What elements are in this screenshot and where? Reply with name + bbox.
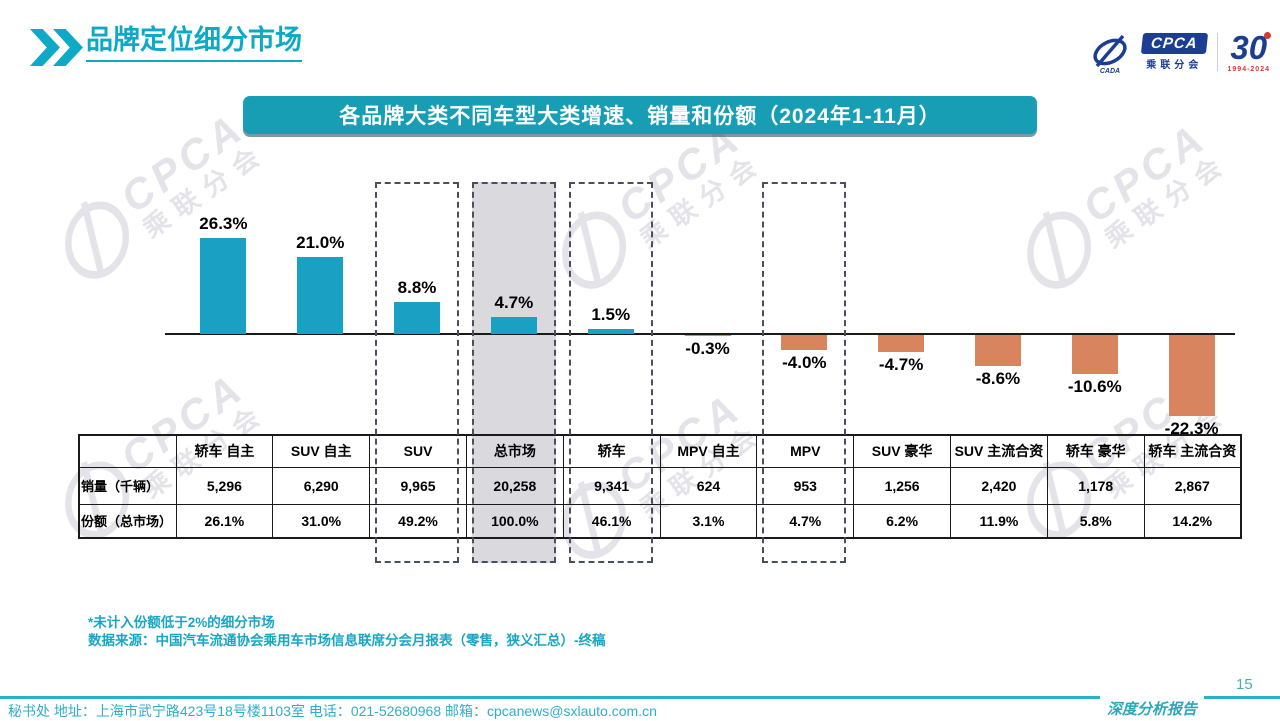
footnote-source: 数据来源：中国汽车流通协会乘用车市场信息联席分会月报表（零售，狭义汇总）-终稿 bbox=[88, 633, 606, 648]
table-cell: 14.2% bbox=[1143, 503, 1242, 539]
table-col-header: SUV 主流合资 bbox=[950, 434, 1048, 468]
bar-10 bbox=[1071, 335, 1118, 374]
bar-7 bbox=[781, 335, 828, 350]
bar-5 bbox=[587, 329, 634, 334]
table-row-header: 份额（总市场） bbox=[78, 503, 177, 539]
cpca-logo-subtitle: 乘联分会 bbox=[1146, 60, 1203, 71]
bar-8 bbox=[878, 335, 925, 352]
table-cell: 9,965 bbox=[369, 466, 467, 505]
chevron-right-icon bbox=[30, 29, 60, 66]
bar-value-label: 1.5% bbox=[591, 305, 631, 324]
table-col-header: SUV 豪华 bbox=[853, 434, 951, 468]
chart-title: 各品牌大类不同车型大类增速、销量和份额（2024年1-11月） bbox=[339, 105, 941, 128]
table-cell: 6.2% bbox=[853, 503, 951, 539]
bar-value-label: -8.6% bbox=[975, 369, 1021, 388]
table-cell: 20,258 bbox=[465, 466, 564, 505]
anniversary-30-logo: 30 1994-2024 bbox=[1227, 29, 1271, 73]
bar-value-label: -4.0% bbox=[782, 353, 827, 372]
table-col-header: 轿车 豪华 bbox=[1046, 434, 1145, 468]
footer-divider-line bbox=[0, 696, 1100, 699]
cpca-emblem-icon bbox=[51, 185, 143, 295]
bar-value-label: 21.0% bbox=[296, 233, 345, 252]
table-cell: 6,290 bbox=[272, 466, 371, 505]
table-col-header: MPV 自主 bbox=[659, 434, 758, 468]
table-cell: 26.1% bbox=[175, 503, 274, 539]
table-col-header: 轿车 自主 bbox=[175, 434, 274, 468]
segment-data-table: 轿车 自主 SUV 自主 SUV 总市场 轿车 MPV 自主 MPV SUV 豪华 SUV 主流… bbox=[78, 434, 1242, 539]
page-title: 品牌定位细分市场 bbox=[86, 24, 302, 62]
bar-3 bbox=[394, 302, 441, 334]
bar-value-label: -4.7% bbox=[878, 355, 924, 374]
bar-value-label: -0.3% bbox=[685, 339, 730, 358]
table-cell: 9,341 bbox=[562, 466, 661, 505]
header-logos: CADA CPCA 乘联分会 30 1994-2024 bbox=[1088, 29, 1271, 74]
table-cell: 100.0% bbox=[465, 503, 564, 539]
bar-4 bbox=[490, 317, 537, 334]
bar-2 bbox=[297, 257, 344, 334]
table-col-header: SUV bbox=[369, 434, 467, 468]
table-col-header: MPV bbox=[756, 434, 855, 468]
table-corner-cell bbox=[78, 434, 177, 468]
anniversary-number: 30 bbox=[1230, 29, 1271, 66]
cpca-watermark: CPCA 乘联分会 bbox=[1010, 112, 1235, 305]
table-cell: 1,256 bbox=[853, 466, 951, 505]
chart-title-banner: 各品牌大类不同车型大类增速、销量和份额（2024年1-11月） bbox=[243, 96, 1037, 134]
bar-6 bbox=[684, 335, 731, 336]
table-cell: 2,867 bbox=[1143, 466, 1242, 505]
table-cell: 49.2% bbox=[369, 503, 467, 539]
cpca-swoosh-icon: CADA bbox=[1093, 34, 1127, 74]
table-col-header: SUV 自主 bbox=[272, 434, 371, 468]
cpca-watermark: CPCA 乘联分会 bbox=[48, 102, 273, 295]
bar-1 bbox=[200, 238, 247, 334]
title-chevrons-icon bbox=[30, 29, 83, 66]
table-row: 份额（总市场） 26.1% 31.0% 49.2% 100.0% 46.1% 3.1% 4.7… bbox=[78, 503, 1242, 539]
table-cell: 1,178 bbox=[1046, 466, 1145, 505]
bar-11 bbox=[1168, 335, 1215, 416]
table-col-header: 轿车 主流合资 bbox=[1143, 434, 1242, 468]
bar-value-label: -10.6% bbox=[1067, 377, 1122, 396]
footer-divider-line bbox=[1204, 696, 1280, 699]
anniversary-years: 1994-2024 bbox=[1227, 66, 1270, 73]
table-cell: 5.8% bbox=[1046, 503, 1145, 539]
footer-contact: 秘书处 地址：上海市武宁路423号18号楼1103室 电话：021-526809… bbox=[8, 703, 657, 719]
bar-value-label: 8.8% bbox=[397, 278, 437, 297]
table-cell: 624 bbox=[659, 466, 758, 505]
bar-value-label: 4.7% bbox=[494, 293, 534, 312]
table-cell: 31.0% bbox=[272, 503, 371, 539]
table-col-header: 总市场 bbox=[465, 434, 564, 468]
watermark-sub-text: 乘联分会 bbox=[137, 136, 273, 244]
table-cell: 953 bbox=[756, 466, 855, 505]
cpca-emblem-icon bbox=[548, 195, 640, 305]
table-row: 销量（千辆） 5,296 6,290 9,965 20,258 9,341 624 953 1,… bbox=[78, 466, 1242, 505]
table-cell: 11.9% bbox=[950, 503, 1048, 539]
x-axis-line bbox=[165, 333, 1235, 335]
cpca-emblem-icon bbox=[1013, 195, 1105, 305]
bar-9 bbox=[974, 335, 1021, 366]
logo-divider bbox=[1216, 33, 1218, 71]
table-col-header: 轿车 bbox=[562, 434, 661, 468]
svg-text:CADA: CADA bbox=[1100, 68, 1120, 74]
table-row-header: 销量（千辆） bbox=[78, 466, 177, 505]
table-cell: 4.7% bbox=[756, 503, 855, 539]
cpca-logo: CPCA bbox=[1140, 33, 1208, 54]
bar-value-label: 26.3% bbox=[199, 214, 248, 233]
report-type-label: 深度分析报告 bbox=[1106, 700, 1197, 718]
table-cell: 2,420 bbox=[950, 466, 1048, 505]
watermark-cpca-text: CPCA bbox=[112, 103, 254, 222]
cpca-watermark: CPCA 乘联分会 bbox=[545, 112, 770, 305]
table-cell: 3.1% bbox=[659, 503, 758, 539]
page-number: 15 bbox=[1236, 676, 1253, 693]
footnote-asterisk: *未计入份额低于2%的细分市场 bbox=[88, 615, 275, 630]
table-cell: 46.1% bbox=[562, 503, 661, 539]
table-cell: 5,296 bbox=[175, 466, 274, 505]
